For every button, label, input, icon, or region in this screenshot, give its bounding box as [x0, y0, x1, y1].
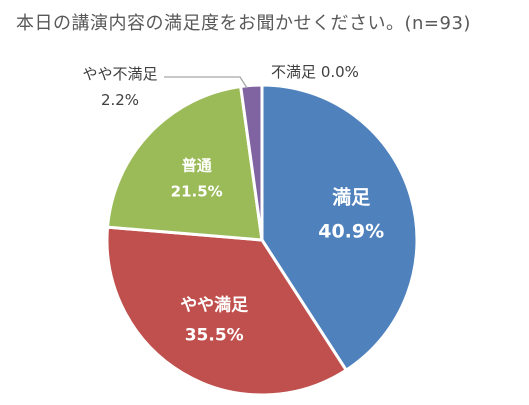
pie-slice-2	[105, 225, 348, 397]
slice-value-label: 2.2%	[101, 91, 139, 109]
slice-category-label: やや不満足	[82, 65, 157, 83]
slice-category-label: やや満足	[180, 295, 248, 316]
slice-outside-label: 不満足 0.0%	[271, 63, 359, 81]
slice-value-label: 21.5%	[171, 183, 223, 201]
leader-lines	[164, 76, 248, 89]
slice-category-label: 満足	[332, 186, 371, 208]
pie-slices	[105, 83, 419, 397]
slice-value-label: 35.5%	[185, 326, 244, 346]
slice-value-label: 40.9%	[318, 220, 384, 242]
pie-slice-3	[106, 84, 264, 242]
slice-labels: 満足 40.9% やや満足 35.5% 普通 21.5% やや不満足 2.2% 不満足 0.0%	[82, 63, 384, 346]
chart-title: 本日の講演内容の満足度をお聞かせください。(n=93)	[16, 13, 471, 34]
slice-category-label: 普通	[182, 157, 212, 175]
leader-line	[164, 76, 248, 89]
pie-slice-4	[239, 83, 264, 242]
